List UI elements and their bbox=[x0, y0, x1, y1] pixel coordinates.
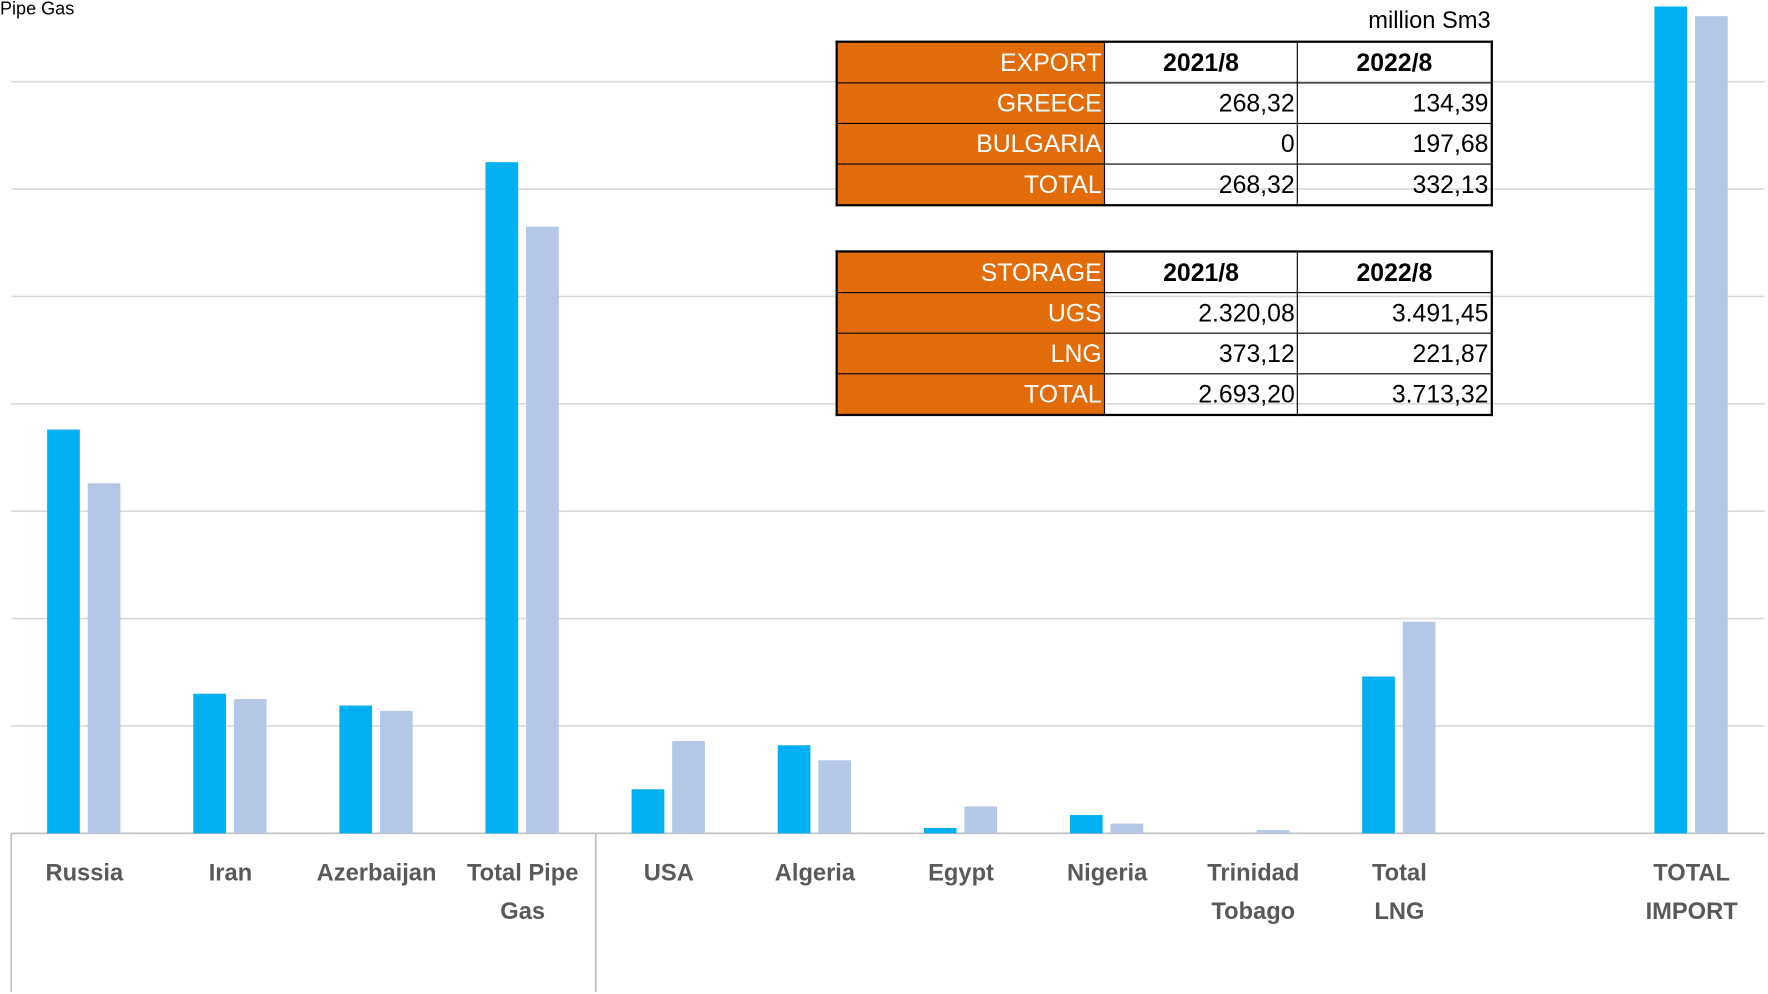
bar bbox=[1402, 621, 1436, 834]
bar bbox=[1654, 6, 1688, 834]
bar bbox=[631, 789, 665, 834]
bar bbox=[1362, 676, 1395, 834]
table-cell: 221,87 bbox=[1297, 332, 1493, 375]
row-label: GREECE bbox=[836, 82, 1106, 125]
table-cell: 3.713,32 bbox=[1297, 373, 1493, 416]
row-label: TOTAL bbox=[836, 373, 1106, 416]
row-label: BULGARIA bbox=[836, 122, 1106, 165]
bar bbox=[233, 699, 267, 834]
bar bbox=[1256, 830, 1290, 834]
table-row: LNG 373,12 221,87 bbox=[836, 332, 1493, 375]
group-label: Pipe Gas bbox=[0, 0, 75, 20]
table-row: UGS 2.320,08 3.491,45 bbox=[836, 292, 1493, 334]
bar bbox=[339, 705, 373, 834]
x-tick-label: Russia bbox=[45, 860, 124, 887]
bar bbox=[526, 226, 559, 834]
data-table: STORAGE 2021/8 2022/8 UGS 2.320,08 3.491,45 LN… bbox=[835, 250, 1493, 417]
bar bbox=[672, 740, 705, 834]
data-table: EXPORT 2021/8 2022/8 GREECE 268,32 134,39 BULG… bbox=[835, 40, 1493, 207]
x-tick-label: Azerbaijan bbox=[316, 860, 437, 887]
row-label: TOTAL bbox=[836, 163, 1106, 206]
table-cell: 197,68 bbox=[1296, 122, 1493, 165]
bar bbox=[1069, 815, 1103, 834]
row-label: LNG bbox=[836, 332, 1106, 375]
table-cell: 134,39 bbox=[1296, 82, 1493, 125]
header-cell: 2022/8 bbox=[1297, 250, 1493, 294]
x-tick-label: Iran bbox=[208, 860, 253, 887]
header-cell: 2021/8 bbox=[1103, 250, 1299, 294]
x-tick-label: Egypt bbox=[928, 860, 994, 887]
x-tick-label: Algeria bbox=[774, 860, 856, 887]
table-cell: 268,32 bbox=[1103, 163, 1299, 206]
table-cell: 2.320,08 bbox=[1103, 292, 1299, 334]
bar bbox=[1110, 823, 1144, 834]
table-row: BULGARIA 0 197,68 bbox=[836, 122, 1493, 165]
table-header-row: STORAGE 2021/8 2022/8 bbox=[836, 250, 1493, 294]
table-cell: 2.693,20 bbox=[1103, 373, 1299, 416]
table-header-row: EXPORT 2021/8 2022/8 bbox=[836, 41, 1493, 84]
bar bbox=[923, 827, 957, 834]
table-row: TOTAL 268,32 332,13 bbox=[836, 163, 1493, 206]
bar bbox=[964, 806, 998, 834]
x-tick-label: TOTAL IMPORT bbox=[1645, 860, 1738, 925]
x-tick-label: USA bbox=[643, 860, 694, 887]
bar bbox=[485, 162, 519, 834]
bar bbox=[818, 760, 852, 834]
table-row: TOTAL 2.693,20 3.713,32 bbox=[836, 373, 1493, 416]
x-tick-label: Total LNG bbox=[1371, 860, 1427, 925]
unit-note: million Sm3 bbox=[1368, 7, 1491, 34]
table-row: GREECE 268,32 134,39 bbox=[836, 82, 1493, 125]
table-cell: 332,13 bbox=[1296, 163, 1493, 206]
x-tick-label: Total Pipe Gas bbox=[466, 860, 579, 925]
header-cell: STORAGE bbox=[836, 250, 1106, 294]
x-tick-label: Nigeria bbox=[1067, 860, 1148, 887]
header-cell: EXPORT bbox=[836, 41, 1106, 84]
table-cell: 3.491,45 bbox=[1297, 292, 1493, 334]
row-label: UGS bbox=[836, 292, 1106, 334]
table-cell: 268,32 bbox=[1103, 82, 1299, 125]
bar bbox=[1695, 16, 1728, 834]
x-tick-label: Trinidad Tobago bbox=[1207, 860, 1300, 925]
bar bbox=[87, 483, 121, 834]
table-cell: 0 bbox=[1103, 122, 1299, 165]
header-cell: 2022/8 bbox=[1296, 41, 1493, 84]
bar bbox=[193, 693, 226, 834]
bar bbox=[379, 710, 413, 834]
bar bbox=[777, 745, 811, 834]
header-cell: 2021/8 bbox=[1103, 41, 1299, 84]
table-cell: 373,12 bbox=[1103, 332, 1299, 375]
bar bbox=[47, 429, 80, 834]
